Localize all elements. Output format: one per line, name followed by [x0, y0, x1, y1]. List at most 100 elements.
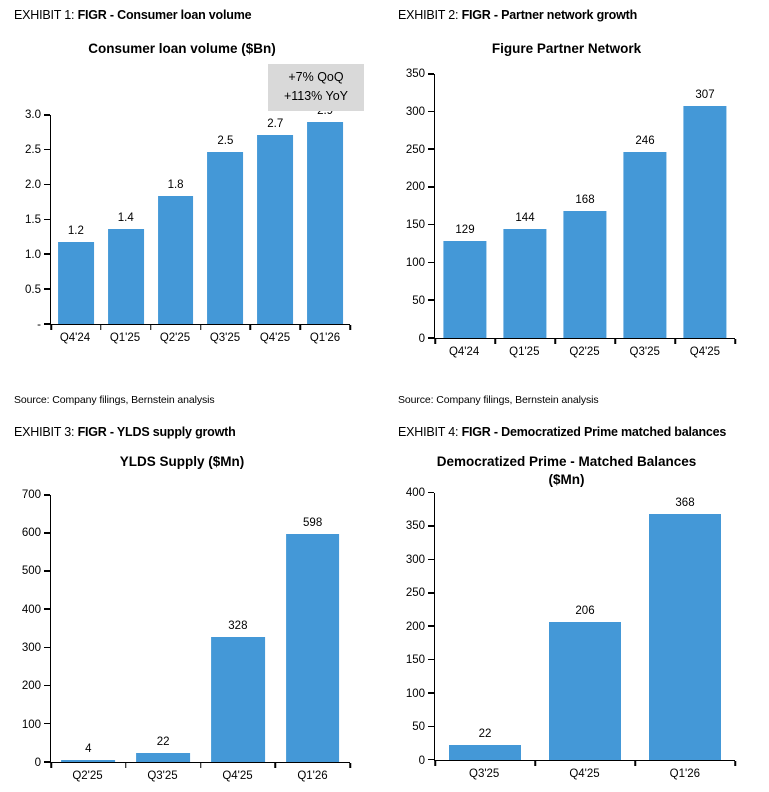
bar — [210, 636, 265, 762]
chart-title-text: Figure Partner Network — [491, 41, 642, 56]
y-tick-label: 50 — [412, 294, 425, 307]
bar — [107, 229, 144, 324]
bar-value-label: 144 — [515, 212, 535, 225]
y-tick-mark — [44, 570, 50, 572]
y-tick-mark — [44, 608, 50, 610]
y-tick-label: 1.5 — [25, 213, 41, 226]
chart-title: Consumer loan volume ($Bn) — [14, 40, 350, 58]
bar — [623, 152, 667, 338]
x-category-label: Q2'25 — [569, 345, 600, 358]
exhibit-2-panel: EXHIBIT 2: FIGR - Partner network growth… — [384, 0, 769, 418]
y-tick-label: 100 — [405, 257, 425, 270]
y-tick-mark — [428, 658, 434, 661]
bar-value-label: 328 — [228, 619, 248, 632]
y-tick-mark — [428, 525, 434, 527]
bar-value-label: 1.8 — [167, 179, 184, 192]
chart-title-units: ($Mn) — [548, 471, 585, 487]
exhibit-3-header: EXHIBIT 3: FIGR - YLDS supply growth — [14, 425, 384, 439]
bar-value-label: 368 — [675, 497, 695, 509]
plot-area-wrapper: 350 300 250 200 150 100 50 0 129 144 168 246 307 — [398, 68, 736, 345]
y-tick-mark — [44, 494, 50, 496]
y-axis: 400 350 300 250 200 150 100 50 0 — [398, 487, 434, 767]
x-tick-mark — [554, 339, 556, 345]
exhibit-4-number: EXHIBIT 4: — [398, 425, 459, 439]
chart-title-text: Democratized Prime - Matched Balances — [436, 454, 697, 469]
y-tick-mark — [428, 261, 434, 264]
bar-value-label: 2.7 — [267, 118, 284, 131]
figure-partner-network-chart: Figure Partner Network 350 300 250 200 150 10… — [398, 22, 769, 358]
exhibit-1-number: EXHIBIT 1: — [14, 8, 75, 22]
exhibit-2-number: EXHIBIT 2: — [398, 8, 459, 22]
x-category-label: Q4'24 — [59, 331, 91, 344]
y-tick-label: 100 — [405, 687, 425, 700]
y-tick-label: 250 — [405, 143, 425, 156]
y-tick-mark — [44, 722, 50, 725]
x-category-label: Q4'25 — [689, 345, 721, 358]
x-category-label: Q1'26 — [297, 769, 328, 782]
exhibit-3-title: FIGR - YLDS supply growth — [77, 425, 236, 439]
x-category-label: Q3'25 — [209, 331, 241, 344]
y-tick-label: 300 — [405, 105, 425, 118]
x-tick-mark — [614, 339, 616, 345]
x-tick-mark — [50, 763, 52, 769]
x-category-label: Q3'25 — [629, 345, 660, 358]
x-axis: Q3'25 Q4'25 Q1'26 — [434, 761, 735, 780]
bar-value-label: 22 — [478, 727, 492, 740]
bar — [307, 121, 344, 324]
y-tick-mark — [428, 725, 434, 727]
y-tick-label: 400 — [405, 486, 425, 499]
x-tick-mark — [349, 763, 351, 769]
y-tick-mark — [44, 684, 50, 687]
y-tick-mark — [428, 558, 434, 561]
exhibit-2-header: EXHIBIT 2: FIGR - Partner network growth — [398, 8, 769, 22]
ylds-supply-chart: YLDS Supply ($Mn) 700 600 500 400 300 200 100 0… — [14, 439, 384, 782]
y-tick-label: 400 — [21, 603, 41, 616]
y-tick-mark — [44, 323, 50, 325]
y-tick-label: 250 — [405, 587, 425, 600]
x-category-label: Q2'25 — [72, 769, 103, 782]
bar — [563, 211, 607, 338]
bar-value-label: 307 — [695, 89, 715, 102]
bar — [503, 229, 547, 338]
x-tick-mark — [199, 763, 202, 769]
plot-area: 4 22 328 598 — [44, 494, 351, 769]
source-note: Source: Company filings, Bernstein analy… — [14, 394, 215, 406]
y-tick-label: 50 — [412, 721, 425, 734]
x-category-label: Q4'24 — [448, 345, 480, 358]
y-tick-mark — [428, 148, 434, 150]
plot-area: 129 144 168 246 307 — [428, 73, 736, 345]
y-tick-label: 2.5 — [25, 143, 41, 156]
x-category-label: Q3'25 — [147, 769, 178, 782]
x-tick-mark — [634, 761, 636, 767]
chart-title: Figure Partner Network — [398, 40, 735, 58]
x-tick-mark — [199, 325, 202, 331]
bar-value-label: 1.2 — [67, 225, 84, 238]
y-tick-label: 700 — [21, 488, 41, 501]
bar — [549, 622, 621, 760]
y-tick-label: 2.0 — [25, 178, 41, 191]
y-tick-mark — [44, 761, 50, 763]
y-tick-mark — [44, 288, 50, 290]
y-tick-mark — [428, 491, 434, 494]
x-tick-mark — [100, 325, 102, 331]
y-tick-label: 350 — [405, 520, 425, 533]
x-category-label: Q4'25 — [569, 767, 600, 780]
bar-value-label: 4 — [85, 743, 92, 756]
bar — [57, 242, 94, 324]
y-tick-mark — [428, 110, 434, 113]
x-axis: Q4'24 Q1'25 Q2'25 Q3'25 Q4'25 — [434, 339, 735, 358]
y-tick-label: 200 — [405, 181, 425, 194]
y-tick-mark — [44, 114, 50, 116]
y-tick-label: 0 — [34, 756, 41, 769]
bar — [285, 533, 340, 762]
x-tick-mark — [125, 763, 127, 769]
exhibit-1-title: FIGR - Consumer loan volume — [77, 8, 252, 22]
bar — [157, 196, 194, 324]
y-tick-mark — [428, 337, 434, 339]
y-axis: 350 300 250 200 150 100 50 0 — [398, 68, 434, 345]
y-tick-mark — [44, 148, 50, 151]
x-category-label: Q1'26 — [309, 331, 341, 344]
exhibit-1-header: EXHIBIT 1: FIGR - Consumer loan volume — [14, 8, 384, 22]
y-tick-label: 600 — [21, 527, 41, 540]
x-tick-mark — [149, 325, 152, 331]
